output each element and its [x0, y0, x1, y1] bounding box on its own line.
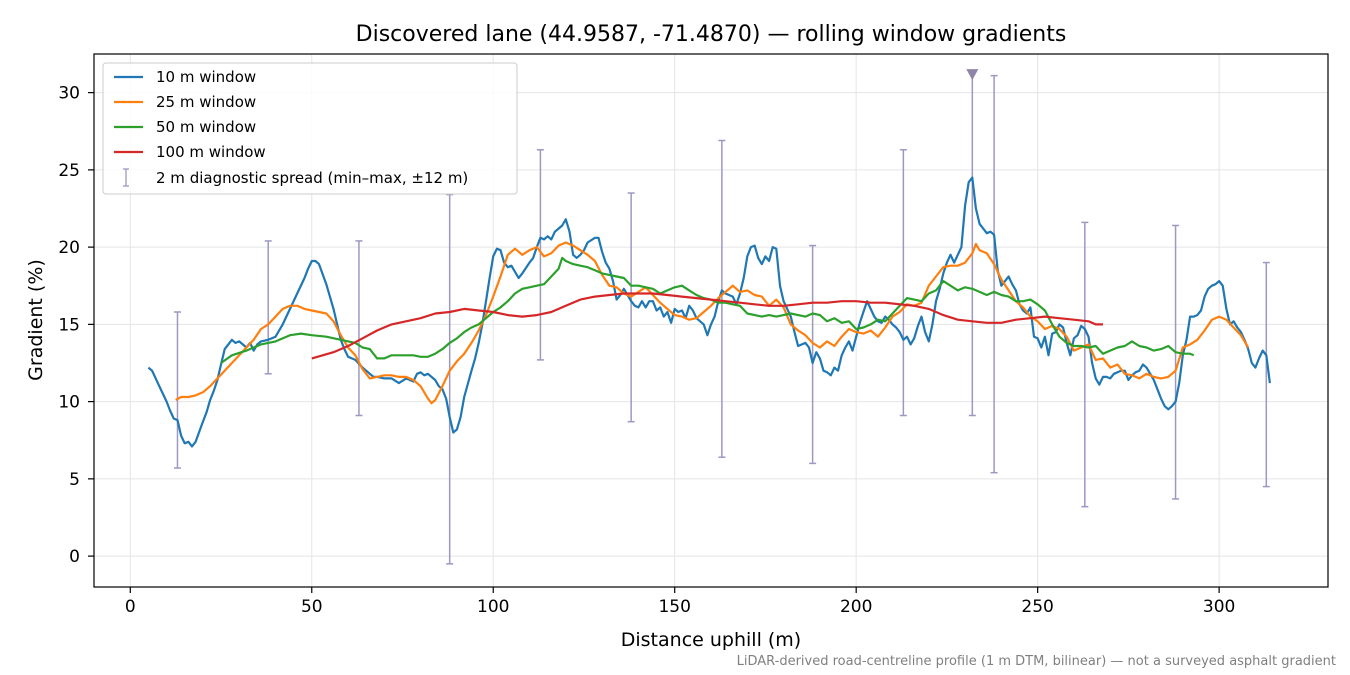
x-tick-label: 100 — [477, 597, 509, 617]
y-axis-ticks: 0 5 10 15 20 25 30 — [58, 84, 94, 567]
error-bar — [536, 149, 544, 361]
error-bar — [173, 311, 181, 469]
error-bar — [446, 193, 454, 565]
error-bar — [718, 139, 726, 458]
x-axis-ticks: 0 50 100 150 200 250 300 — [125, 587, 1235, 617]
error-bar — [627, 192, 635, 423]
legend-label-errorbar: 2 m diagnostic spread (min–max, ±12 m) — [156, 169, 468, 187]
x-tick-label: 50 — [301, 597, 323, 617]
error-bar — [355, 240, 363, 417]
error-bar — [264, 240, 272, 375]
peak-marker — [966, 69, 979, 81]
legend-label-50m: 50 m window — [156, 118, 256, 136]
y-tick-label: 30 — [58, 84, 80, 104]
peak-triangle-marker — [966, 69, 979, 81]
series-line-2 — [220, 256, 1195, 364]
x-tick-label: 200 — [840, 597, 872, 617]
series-line-1 — [175, 241, 1250, 405]
error-bar — [809, 244, 817, 465]
legend-label-10m: 10 m window — [156, 68, 256, 86]
series-line-0 — [147, 176, 1271, 448]
y-axis-label: Gradient (%) — [25, 259, 47, 381]
error-bar — [990, 74, 998, 474]
x-tick-label: 150 — [658, 597, 690, 617]
y-tick-label: 5 — [69, 470, 80, 490]
legend-box — [102, 62, 518, 195]
legend-label-100m: 100 m window — [156, 143, 266, 161]
y-tick-label: 20 — [58, 238, 80, 258]
legend: 10 m window 25 m window 50 m window 100 … — [102, 62, 518, 195]
error-bar — [1081, 221, 1089, 508]
y-tick-label: 25 — [58, 161, 80, 181]
y-tick-label: 15 — [58, 315, 80, 335]
footnote: LiDAR-derived road-centreline profile (1… — [737, 654, 1336, 669]
error-bar — [1262, 261, 1270, 488]
legend-swatch-errorbar — [123, 168, 129, 187]
x-tick-label: 300 — [1203, 597, 1235, 617]
x-tick-label: 250 — [1021, 597, 1053, 617]
error-bars — [173, 71, 1270, 565]
chart-title: Discovered lane (44.9587, -71.4870) — ro… — [356, 22, 1067, 47]
legend-label-25m: 25 m window — [156, 93, 256, 111]
x-axis-label: Distance uphill (m) — [621, 629, 801, 651]
error-bar — [1172, 224, 1180, 500]
series-lines — [147, 176, 1271, 448]
y-tick-label: 0 — [69, 547, 80, 567]
plot-area-frame — [93, 53, 1329, 588]
series-line-3 — [311, 292, 1103, 360]
x-tick-label: 0 — [125, 597, 136, 617]
y-tick-label: 10 — [58, 393, 80, 413]
error-bar — [899, 149, 907, 417]
